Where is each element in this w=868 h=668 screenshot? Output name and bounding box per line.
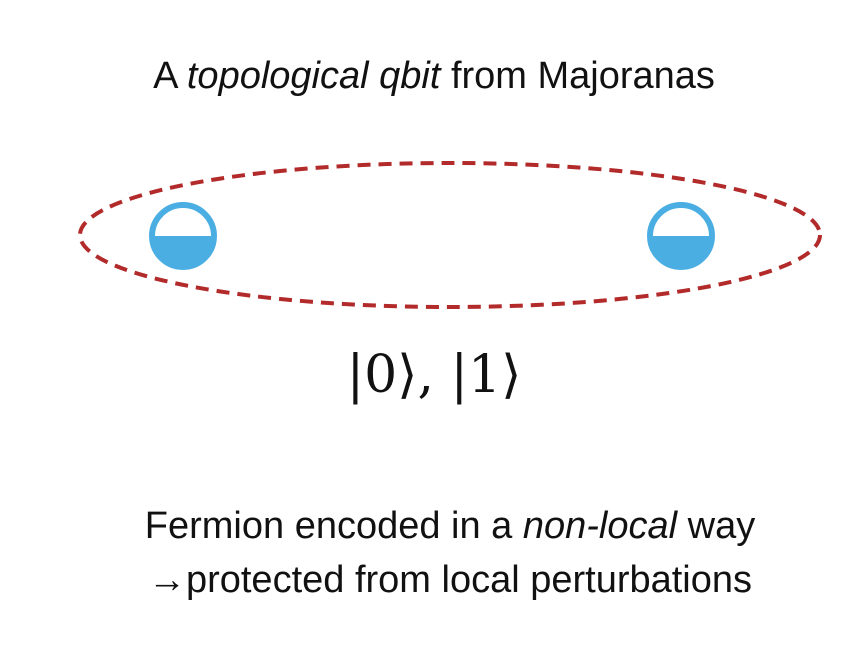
title-suffix: from Majoranas — [440, 55, 715, 97]
caption-line-2: →protected from local perturbations — [147, 559, 753, 601]
title-prefix: A — [153, 55, 187, 97]
qubit-states-label: |0⟩, |1⟩ — [346, 345, 522, 405]
majorana-right-icon — [647, 202, 715, 270]
caption-line-1: Fermion encoded in a non-local way — [16, 502, 868, 550]
caption-line-1-emphasis: non-local — [522, 505, 678, 547]
title-emphasis: topological qbit — [186, 55, 441, 97]
nonlocal-loop — [78, 161, 822, 309]
slide-title: A topological qbit from Majoranas — [0, 52, 868, 100]
caption-line-1-suffix: way — [677, 505, 756, 547]
majorana-left-icon — [149, 202, 217, 270]
caption-line-1-prefix: Fermion encoded in a — [144, 505, 523, 547]
